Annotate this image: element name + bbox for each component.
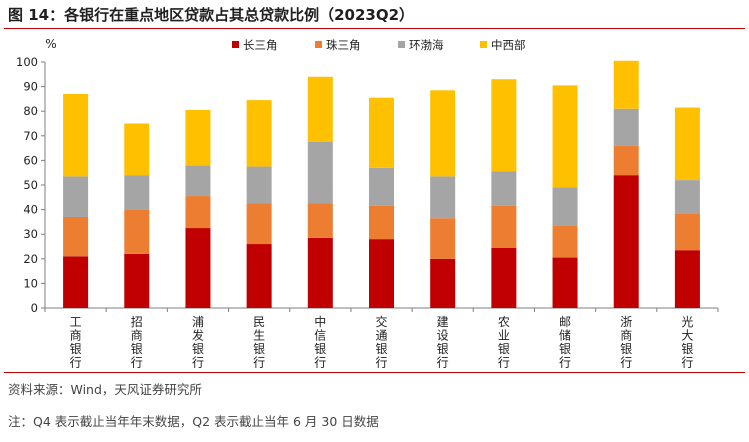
legend-label: 长三角: [243, 38, 278, 52]
bar-segment: [124, 209, 150, 254]
bar-segment: [307, 237, 333, 308]
bar-segment: [430, 176, 456, 219]
y-tick-label: 60: [23, 153, 38, 167]
bar-segment: [307, 203, 333, 238]
stacked-bar-chart: 0 10 20 30 40 50 60 70 80 90 100% 工商银行 招商银行 浦发银行 民生银行…: [16, 37, 719, 370]
x-tick-label: 民生银行: [253, 315, 265, 370]
y-tick-label: 100: [16, 55, 38, 69]
y-tick-label: 50: [23, 178, 38, 192]
bar-segment: [246, 244, 272, 308]
bar-segment: [552, 187, 578, 226]
x-tick-label: 中信银行: [314, 314, 326, 370]
bar-segment: [307, 141, 333, 204]
x-axis: 工商银行 招商银行 浦发银行 民生银行 中信银行 交通银行 建设银行 农业银行 邮储银行 浙商银行…: [44, 307, 719, 370]
bar-segment: [63, 216, 89, 257]
bar-segment: [246, 100, 272, 167]
x-tick-label: 工商银行: [70, 315, 82, 370]
bar-marks: [63, 60, 700, 308]
bar-segment: [674, 213, 700, 251]
x-tick-label: 交通银行: [375, 314, 387, 370]
legend: 长三角 珠三角 环渤海 中西部: [232, 38, 526, 52]
bar-segment: [185, 109, 211, 166]
legend-swatch: [480, 41, 487, 48]
bar-segment: [613, 108, 639, 146]
y-tick-label: 90: [23, 80, 38, 94]
footnote: 注：Q4 表示截止当年年末数据，Q2 表示截止当年 6 月 30 日数据: [8, 414, 379, 429]
bar-segment: [369, 97, 394, 168]
y-axis: 0 10 20 30 40 50 60 70 80 90 100%: [16, 37, 57, 315]
x-tick-label: 光大银行: [681, 315, 693, 370]
bar-segment: [369, 239, 394, 308]
y-tick-label: 10: [23, 276, 38, 290]
x-tick-label: 浦发银行: [192, 315, 204, 370]
bar-segment: [491, 79, 517, 172]
bar-segment: [674, 180, 700, 214]
bar-segment: [246, 166, 272, 204]
bar-segment: [613, 145, 639, 176]
bar-segment: [185, 196, 211, 229]
y-tick-label: 70: [23, 129, 38, 143]
bar-segment: [552, 257, 578, 308]
bar-segment: [185, 165, 211, 197]
bar-segment: [430, 90, 456, 177]
y-tick-label: 40: [23, 203, 38, 217]
bar-segment: [124, 175, 150, 210]
legend-label: 中西部: [491, 38, 526, 52]
x-tick-label: 建设银行: [437, 315, 449, 370]
bar-segment: [491, 171, 517, 206]
chart-title: 图 14：各银行在重点地区贷款占其总贷款比例（2023Q2）: [8, 6, 415, 24]
y-tick-label: 0: [31, 301, 38, 315]
bar-segment: [430, 218, 456, 259]
bar-segment: [369, 205, 394, 240]
bar-segment: [124, 253, 150, 308]
x-tick-label: 农业银行: [498, 315, 510, 370]
legend-label: 环渤海: [409, 38, 444, 52]
bar-segment: [613, 175, 639, 308]
bar-segment: [430, 258, 456, 308]
legend-label: 珠三角: [326, 38, 361, 52]
legend-swatch: [315, 41, 322, 48]
y-tick-label: 20: [23, 252, 38, 266]
source-note: 资料来源：Wind，天风证券研究所: [8, 382, 202, 397]
bar-segment: [63, 256, 89, 308]
bar-segment: [552, 225, 578, 258]
x-tick-label: 招商银行: [131, 315, 143, 370]
bar-segment: [674, 107, 700, 181]
x-tick-label: 浙商银行: [620, 315, 632, 370]
bar-segment: [185, 228, 211, 308]
bar-segment: [369, 167, 394, 206]
bar-segment: [491, 205, 517, 248]
footer-divider: [4, 372, 745, 373]
x-tick-label: 邮储银行: [559, 315, 571, 370]
y-tick-label: 30: [23, 227, 38, 241]
title-divider: [4, 28, 745, 29]
bar-segment: [674, 250, 700, 308]
bar-segment: [307, 76, 333, 142]
bar-segment: [63, 93, 89, 177]
bar-segment: [552, 85, 578, 188]
y-tick-label: 80: [23, 104, 38, 118]
bar-segment: [246, 203, 272, 245]
legend-swatch: [398, 41, 405, 48]
bar-segment: [124, 123, 150, 176]
legend-swatch: [232, 41, 239, 48]
bar-segment: [613, 60, 639, 109]
y-axis-unit: %: [45, 37, 56, 51]
bar-segment: [491, 247, 517, 308]
bar-segment: [63, 176, 89, 217]
